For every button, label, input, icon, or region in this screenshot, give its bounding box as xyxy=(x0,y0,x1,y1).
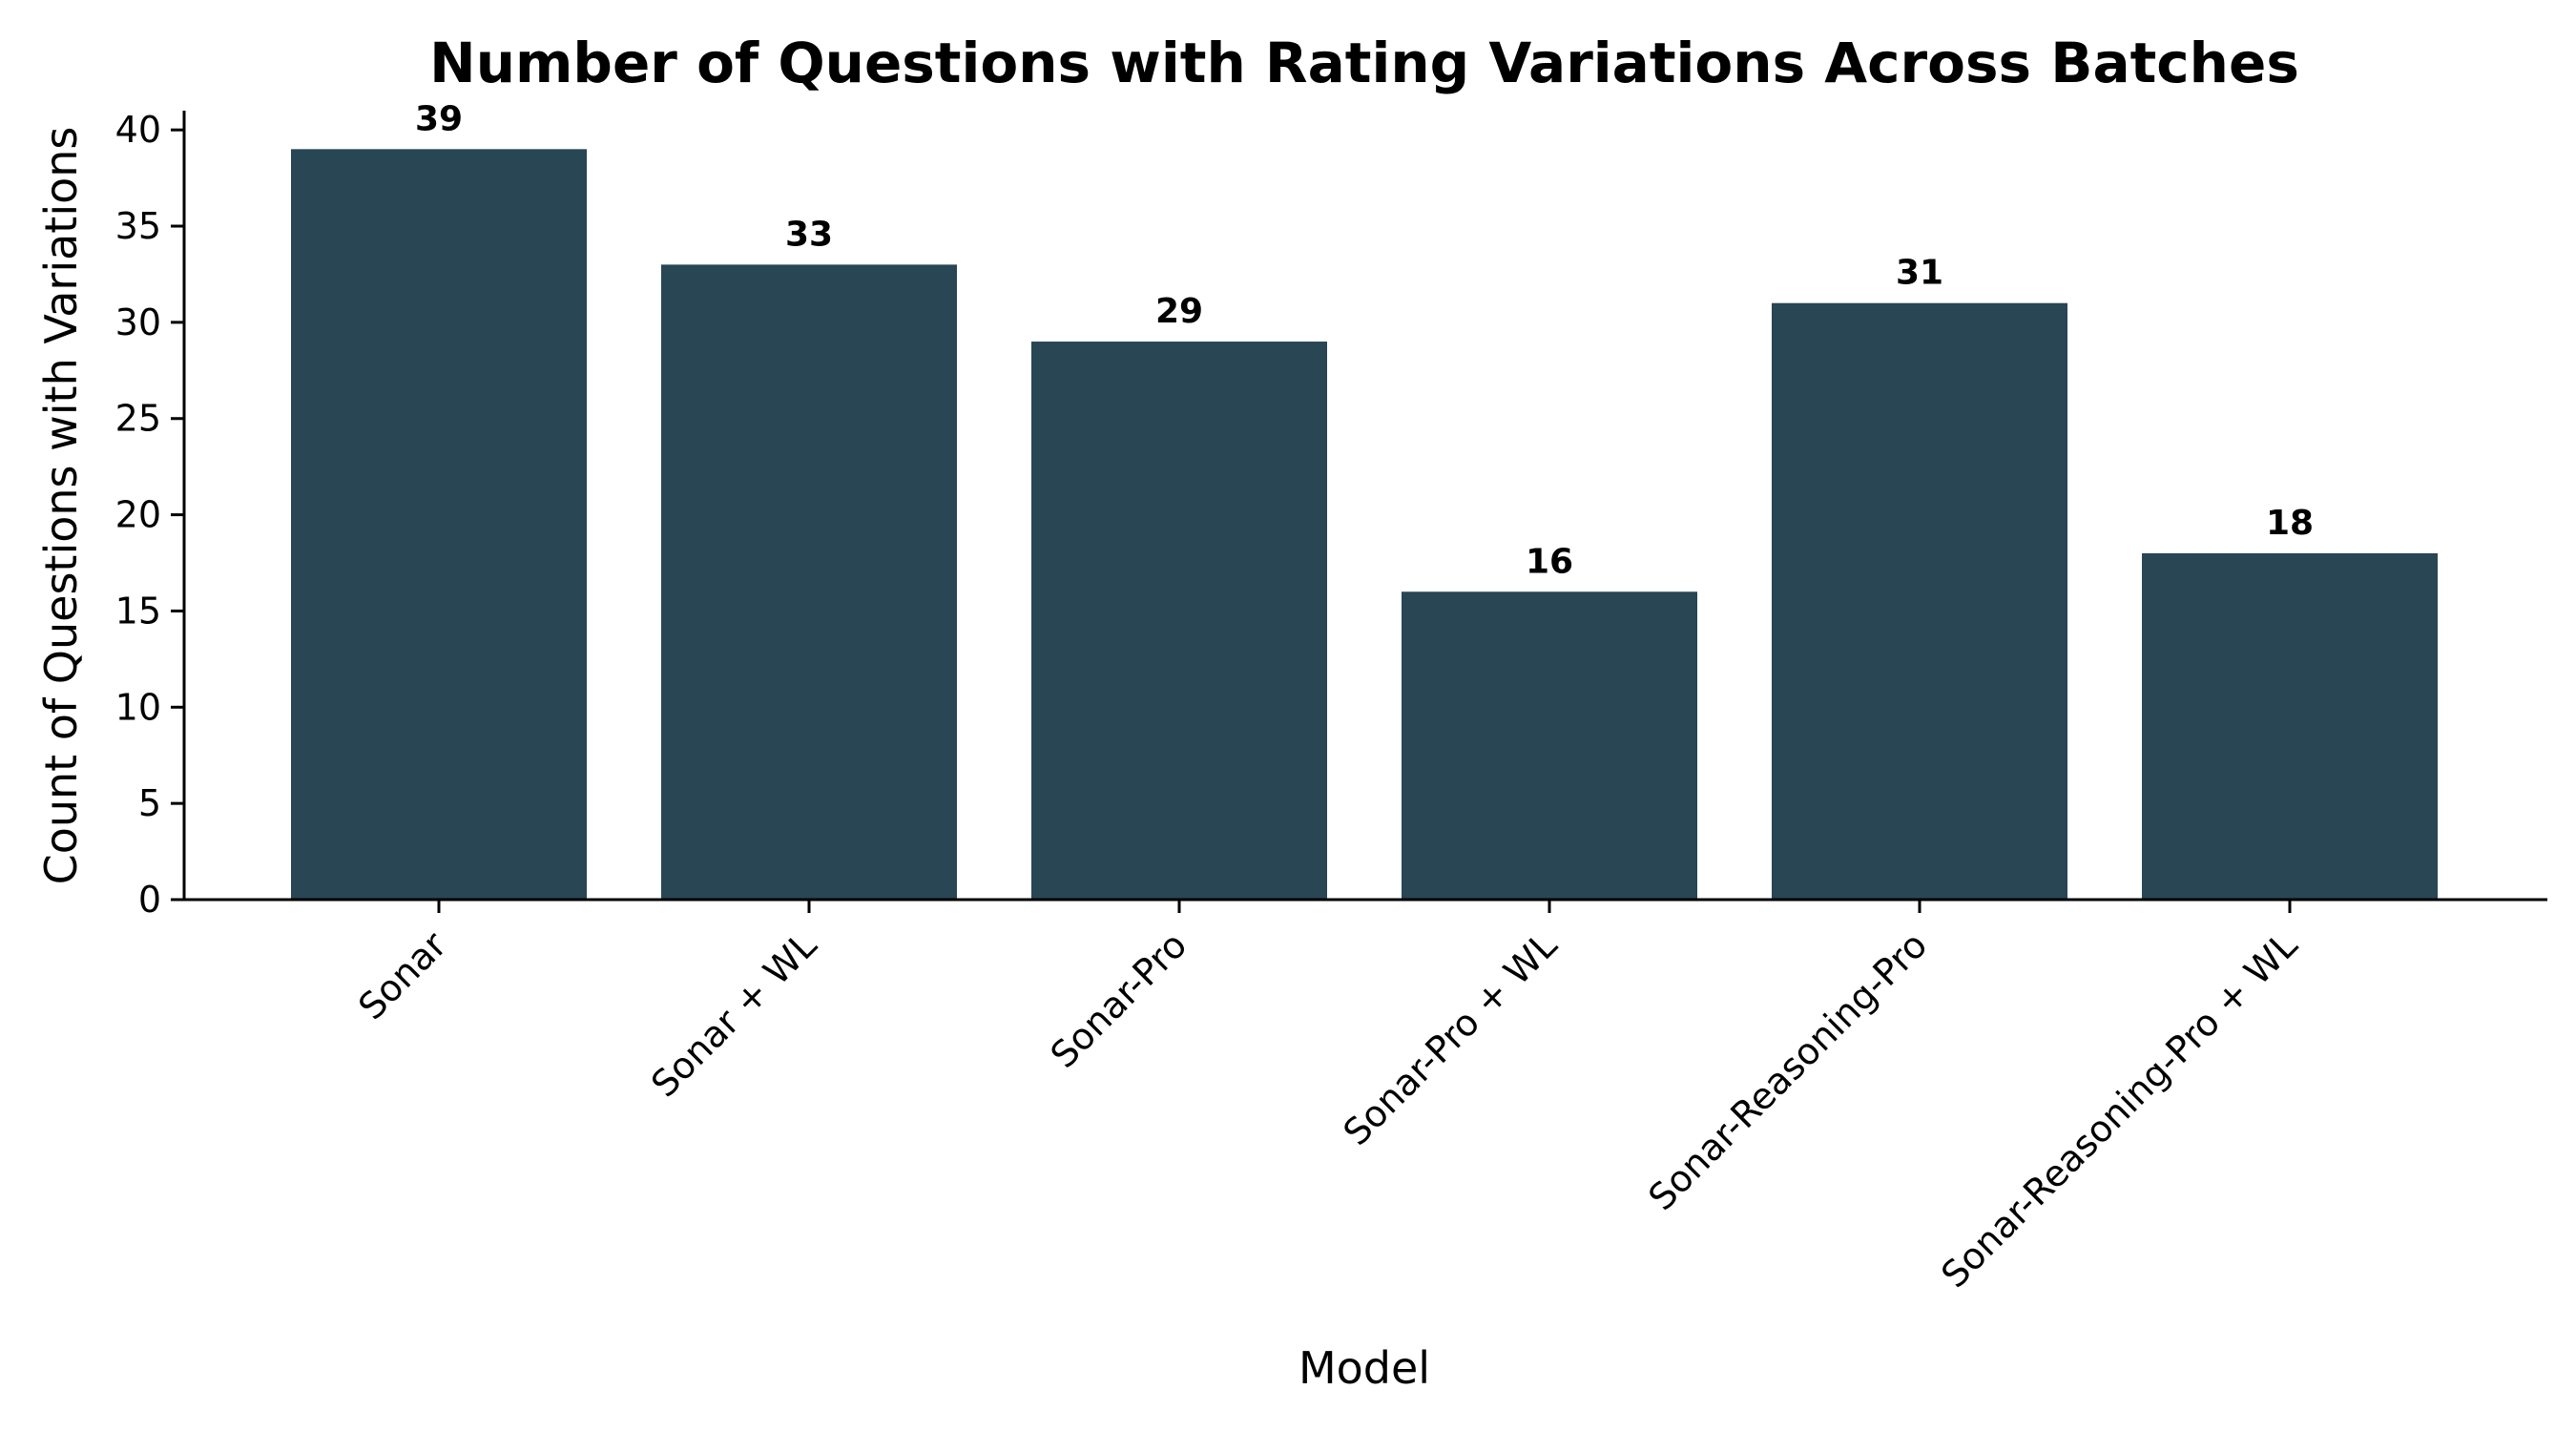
y-tick-label-40: 40 xyxy=(115,109,161,151)
value-label-3: 29 xyxy=(1155,292,1203,331)
value-label-6: 18 xyxy=(2266,504,2314,543)
y-tick-label-15: 15 xyxy=(115,590,161,632)
x-tick-label-2: Sonar + WL xyxy=(643,923,824,1105)
bar-2 xyxy=(661,264,957,900)
value-label-4: 16 xyxy=(1526,542,1573,581)
x-tick-label-6: Sonar-Reasoning-Pro + WL xyxy=(1933,923,2305,1296)
bar-5 xyxy=(1772,302,2067,901)
x-axis-ticks: Sonar Sonar + WL Sonar-Pro Sonar-Pro + WL So… xyxy=(350,900,2305,1296)
x-tick-label-4: Sonar-Pro + WL xyxy=(1335,923,1565,1153)
y-tick-label-20: 20 xyxy=(115,494,161,536)
y-tick-label-10: 10 xyxy=(115,686,161,728)
bars-group xyxy=(291,149,2438,901)
value-label-2: 33 xyxy=(785,215,833,254)
y-axis-ticks: 0 5 10 15 20 25 30 35 40 xyxy=(115,109,184,921)
chart-title: Number of Questions with Rating Variatio… xyxy=(429,31,2299,95)
value-labels-group: 39 33 29 16 31 18 xyxy=(415,99,2314,581)
y-tick-label-5: 5 xyxy=(138,782,161,824)
y-tick-label-30: 30 xyxy=(115,301,161,343)
y-tick-label-25: 25 xyxy=(115,398,161,440)
value-label-5: 31 xyxy=(1896,254,1943,293)
y-axis-label: Count of Questions with Variations xyxy=(35,127,87,885)
x-tick-label-5: Sonar-Reasoning-Pro xyxy=(1640,923,1935,1218)
y-tick-label-0: 0 xyxy=(138,879,161,921)
bar-4 xyxy=(1402,591,1697,900)
bar-6 xyxy=(2142,552,2438,900)
x-tick-label-1: Sonar xyxy=(350,923,454,1027)
bar-3 xyxy=(1031,342,1327,900)
x-axis-label: Model xyxy=(1298,1342,1430,1394)
value-label-1: 39 xyxy=(415,99,463,138)
x-tick-label-3: Sonar-Pro xyxy=(1043,923,1195,1076)
bar-1 xyxy=(291,149,587,901)
y-tick-label-35: 35 xyxy=(115,205,161,247)
